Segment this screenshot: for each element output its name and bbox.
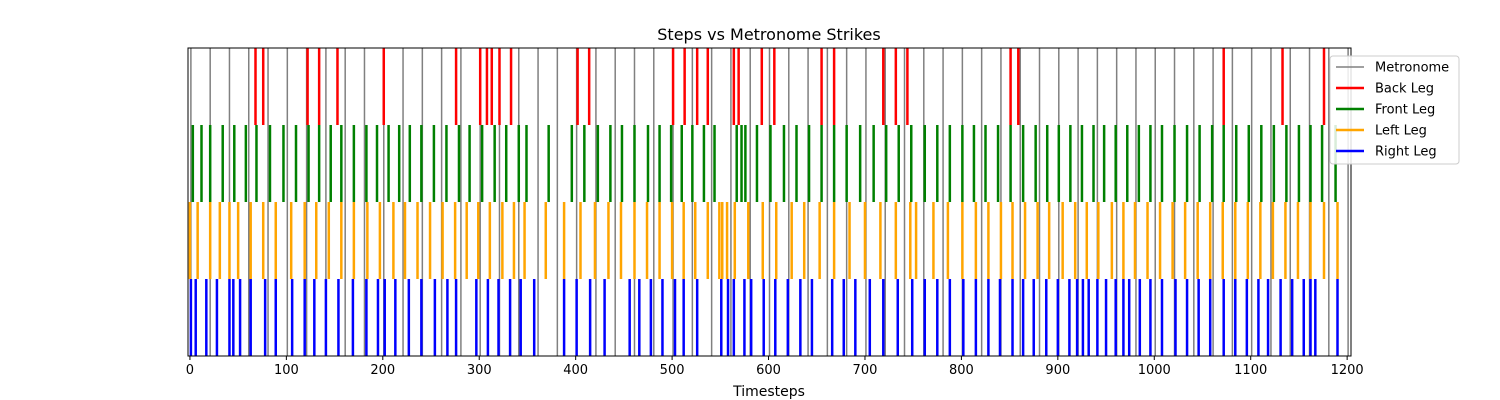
x-tick-label: 400 (563, 363, 588, 378)
chart-title: Steps vs Metronome Strikes (657, 25, 880, 44)
x-axis-label: Timesteps (732, 384, 805, 400)
x-tick-label: 300 (467, 363, 492, 378)
x-tick-label: 200 (370, 363, 395, 378)
legend-label: Right Leg (1375, 145, 1437, 160)
x-tick-label: 500 (660, 363, 685, 378)
x-tick-label: 0 (186, 363, 194, 378)
x-tick-label: 1200 (1331, 363, 1364, 378)
x-tick-label: 600 (756, 363, 781, 378)
legend-label: Metronome (1375, 61, 1449, 76)
x-axis: 0 100 200 300 400 500 600 700 800 900 1000 1100 1200 (186, 356, 1364, 378)
legend-label: Front Leg (1375, 103, 1435, 118)
legend-label: Back Leg (1375, 82, 1434, 97)
legend: Metronome Back Leg Front Leg Left Leg Right … (1329, 55, 1460, 165)
legend-label: Left Leg (1375, 124, 1427, 139)
x-tick-label: 700 (853, 363, 878, 378)
plot-area-frame (187, 47, 1352, 357)
x-tick-label: 100 (274, 363, 299, 378)
chart-marks (188, 48, 1349, 356)
x-tick-label: 900 (1045, 363, 1070, 378)
x-tick-label: 800 (949, 363, 974, 378)
x-tick-label: 1100 (1234, 363, 1267, 378)
legend-frame (1329, 55, 1460, 165)
x-tick-label: 1000 (1138, 363, 1171, 378)
